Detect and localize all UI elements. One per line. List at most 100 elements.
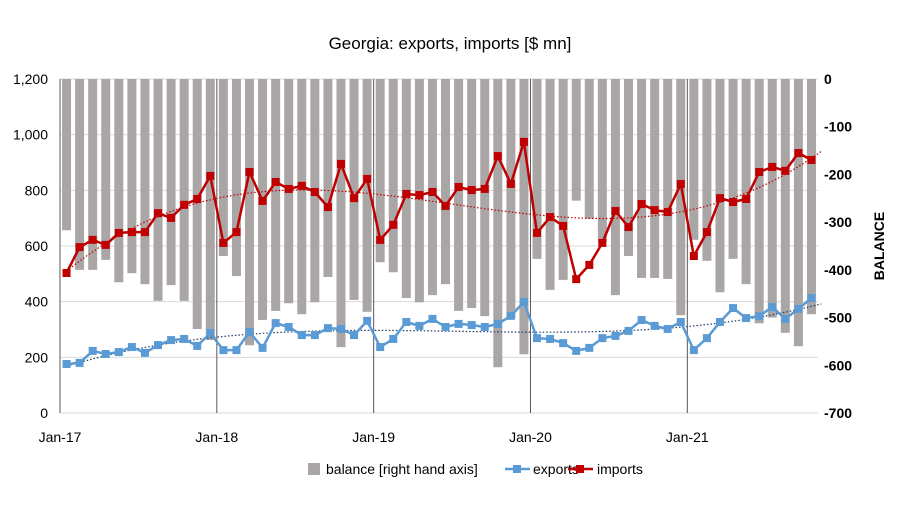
exports-point [180, 334, 189, 343]
imports-point [206, 171, 215, 180]
exports-point [441, 322, 450, 331]
exports-point [363, 316, 372, 325]
imports-point [258, 196, 267, 205]
exports-point [506, 311, 515, 320]
balance-bar [62, 79, 72, 231]
balance-bar [506, 79, 516, 319]
imports-point [180, 200, 189, 209]
imports-point [689, 252, 698, 261]
exports-point [650, 321, 659, 330]
series-lines [62, 137, 816, 369]
y-left-tick-label: 800 [25, 182, 49, 198]
exports-point [689, 346, 698, 355]
balance-bar [140, 79, 150, 285]
exports-point [533, 334, 542, 343]
imports-point [376, 235, 385, 244]
legend-imports-marker [576, 465, 584, 473]
exports-point [206, 329, 215, 338]
y-right-tick-label: 0 [824, 71, 832, 87]
y-right-tick-label: -500 [824, 310, 852, 326]
balance-bar [480, 79, 490, 317]
imports-point [62, 268, 71, 277]
imports-point [389, 220, 398, 229]
imports-point [742, 194, 751, 203]
balance-bar [806, 79, 816, 315]
exports-point [585, 343, 594, 352]
exports-point [88, 346, 97, 355]
exports-point [663, 324, 672, 333]
exports-point [768, 302, 777, 311]
exports-point [232, 346, 241, 355]
x-tick-label: Jan-20 [509, 429, 552, 445]
exports-point [297, 331, 306, 340]
imports-point [336, 159, 345, 168]
legend-balance-swatch [308, 463, 320, 475]
chart-title: Georgia: exports, imports [$ mn] [329, 34, 572, 53]
exports-point [376, 343, 385, 352]
imports-point [363, 174, 372, 183]
imports-point [467, 186, 476, 195]
balance-bar [767, 79, 777, 318]
exports-point [350, 331, 359, 340]
exports-point [140, 348, 149, 357]
y-right-tick-label: -200 [824, 166, 852, 182]
imports-point [572, 275, 581, 284]
exports-point [715, 317, 724, 326]
balance-bar [624, 79, 633, 257]
imports-point [637, 199, 646, 208]
imports-point [624, 223, 633, 232]
balance-bar [127, 79, 137, 274]
imports-point [310, 188, 319, 197]
imports-point [101, 240, 110, 249]
imports-point [219, 238, 228, 247]
exports-line [66, 297, 813, 366]
exports-point [781, 314, 790, 323]
imports-point [428, 188, 437, 197]
imports-point [127, 228, 136, 237]
imports-point [297, 181, 306, 190]
balance-bar [584, 79, 594, 219]
exports-point [611, 331, 620, 340]
x-tick-label: Jan-18 [195, 429, 238, 445]
balance-bar [780, 79, 790, 333]
exports-point [193, 341, 202, 350]
exports-point [415, 321, 424, 330]
imports-point [715, 194, 724, 203]
balance-bar [297, 79, 307, 315]
balance-bar [323, 79, 333, 278]
y-right-tick-label: -100 [824, 119, 852, 135]
balance-bar [689, 79, 699, 240]
y-left-tick-label: 400 [25, 294, 49, 310]
balance-bar [166, 79, 176, 286]
balance-bar [532, 79, 542, 259]
exports-point [62, 360, 71, 369]
imports-point [350, 194, 359, 203]
balance-bar [271, 79, 281, 311]
balance-bar [414, 79, 424, 303]
exports-point [154, 341, 163, 350]
imports-point [506, 179, 515, 188]
balance-bar [702, 79, 712, 261]
balance-bar [192, 79, 202, 330]
balance-bar [362, 79, 372, 312]
exports-point [245, 328, 254, 337]
imports-point [193, 194, 202, 203]
balance-bar [454, 79, 464, 311]
imports-point [441, 201, 450, 210]
exports-point [402, 317, 411, 326]
exports-point [428, 314, 437, 323]
exports-point [467, 321, 476, 330]
exports-point [676, 317, 685, 326]
x-tick-label: Jan-21 [666, 429, 709, 445]
balance-bar [715, 79, 725, 293]
exports-point [323, 324, 332, 333]
balance-bar [231, 79, 241, 277]
imports-point [559, 221, 568, 230]
balance-bar [558, 79, 568, 280]
balance-bar [637, 79, 647, 278]
y-right-axis-label: BALANCE [871, 212, 887, 280]
year-separators [59, 79, 688, 413]
imports-point [271, 177, 280, 186]
imports-point [114, 228, 123, 237]
imports-point [663, 208, 672, 217]
